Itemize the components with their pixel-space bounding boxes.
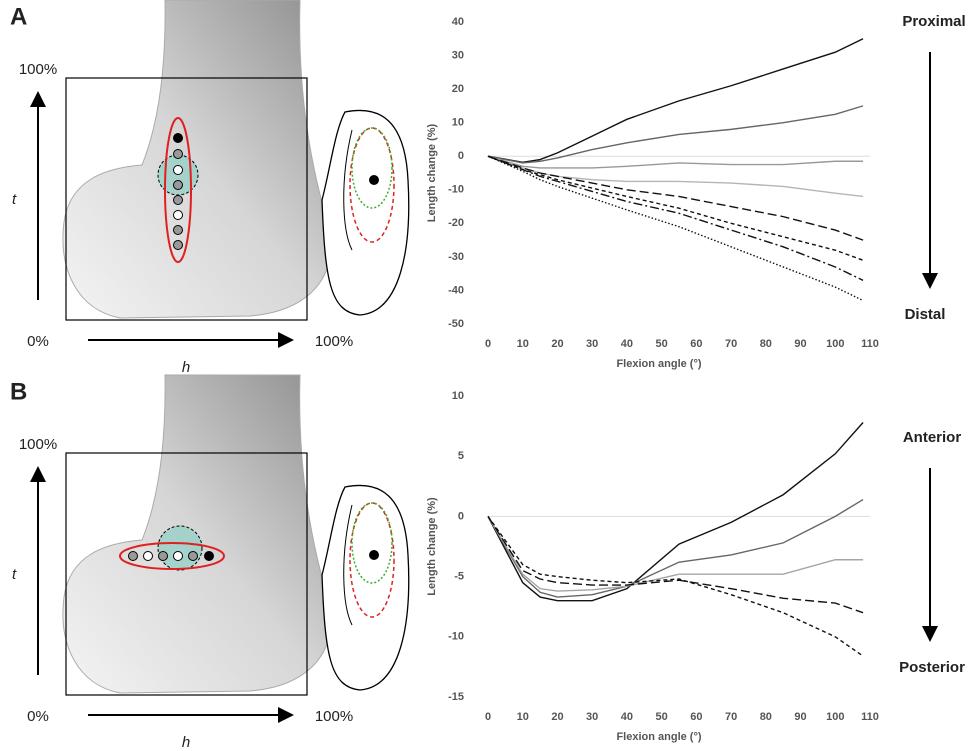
y-tick-label: 10	[452, 390, 464, 402]
point	[174, 241, 183, 250]
x-tick-label: 90	[794, 711, 806, 723]
t-label: t	[12, 566, 17, 583]
y-tick-label: -10	[448, 631, 464, 643]
x-tick-label: 10	[517, 338, 529, 350]
series-line	[488, 516, 863, 591]
y-tick-label: 0	[458, 150, 464, 162]
x-tick-label: 50	[656, 338, 668, 350]
point	[174, 196, 183, 205]
annotation: Distal	[905, 306, 946, 323]
series-line	[488, 156, 863, 240]
series-line	[488, 422, 863, 600]
zero-label: 0%	[27, 708, 49, 725]
point	[129, 552, 138, 561]
x-tick-label: 100	[826, 338, 844, 350]
point	[174, 134, 183, 143]
x-tick-label: 80	[760, 338, 772, 350]
inset-outline	[322, 485, 409, 690]
x-tick-label: 60	[690, 338, 702, 350]
top-label: 100%	[19, 61, 57, 78]
x-tick-label: 50	[656, 711, 668, 723]
point	[174, 552, 183, 561]
series-line	[488, 156, 863, 300]
y-axis-title: Length change (%)	[426, 123, 438, 222]
x-tick-label: 100	[826, 711, 844, 723]
annotation: Anterior	[903, 429, 962, 446]
point	[174, 150, 183, 159]
x-tick-label: 20	[551, 711, 563, 723]
point	[174, 166, 183, 175]
x-tick-label: 60	[690, 711, 702, 723]
point	[174, 211, 183, 220]
x-tick-label: 110	[861, 338, 879, 350]
point	[144, 552, 153, 561]
inset-dot	[369, 550, 379, 560]
point	[174, 226, 183, 235]
figure: 100%t0%100%hA-50-40-30-20-10010203040010…	[0, 0, 978, 751]
y-tick-label: -50	[448, 318, 464, 330]
y-tick-label: -20	[448, 217, 464, 229]
x-tick-label: 110	[861, 711, 879, 723]
y-tick-label: -15	[448, 691, 464, 703]
x-tick-label: 90	[794, 338, 806, 350]
x-tick-label: 10	[517, 711, 529, 723]
x-tick-label: 40	[621, 338, 633, 350]
series-line	[488, 500, 863, 598]
top-label: 100%	[19, 436, 57, 453]
h-label: h	[182, 359, 190, 376]
x-tick-label: 20	[551, 338, 563, 350]
x-tick-label: 30	[586, 338, 598, 350]
y-tick-label: 30	[452, 49, 464, 61]
y-axis-title: Length change (%)	[426, 497, 438, 596]
x-tick-label: 70	[725, 711, 737, 723]
y-tick-label: -10	[448, 184, 464, 196]
y-tick-label: 5	[458, 450, 464, 462]
series-line	[488, 106, 863, 163]
y-tick-label: 40	[452, 16, 464, 28]
inset-dot	[369, 175, 379, 185]
y-tick-label: 10	[452, 117, 464, 129]
series-line	[488, 516, 863, 656]
point	[205, 552, 214, 561]
annotation: Proximal	[902, 13, 965, 30]
zero-label: 0%	[27, 333, 49, 350]
x-tick-label: 40	[621, 711, 633, 723]
x-tick-label: 80	[760, 711, 772, 723]
x-axis-title: Flexion angle (°)	[616, 731, 701, 743]
point	[159, 552, 168, 561]
t-label: t	[12, 191, 17, 208]
x-tick-label: 0	[485, 711, 491, 723]
right-label: 100%	[315, 708, 353, 725]
h-label: h	[182, 734, 190, 751]
y-tick-label: 0	[458, 510, 464, 522]
panel-label: A	[10, 3, 27, 30]
series-line	[488, 156, 863, 260]
point	[189, 552, 198, 561]
y-tick-label: -5	[454, 571, 464, 583]
footprint	[158, 526, 202, 570]
series-line	[488, 156, 863, 280]
point	[174, 181, 183, 190]
x-axis-title: Flexion angle (°)	[616, 358, 701, 370]
x-tick-label: 30	[586, 711, 598, 723]
x-tick-label: 0	[485, 338, 491, 350]
y-tick-label: -30	[448, 251, 464, 263]
x-tick-label: 70	[725, 338, 737, 350]
inset-outline	[322, 110, 409, 315]
annotation: Posterior	[899, 659, 965, 676]
right-label: 100%	[315, 333, 353, 350]
bone	[63, 0, 331, 318]
y-tick-label: 20	[452, 83, 464, 95]
series-line	[488, 39, 863, 162]
panel-label: B	[10, 378, 27, 405]
y-tick-label: -40	[448, 284, 464, 296]
